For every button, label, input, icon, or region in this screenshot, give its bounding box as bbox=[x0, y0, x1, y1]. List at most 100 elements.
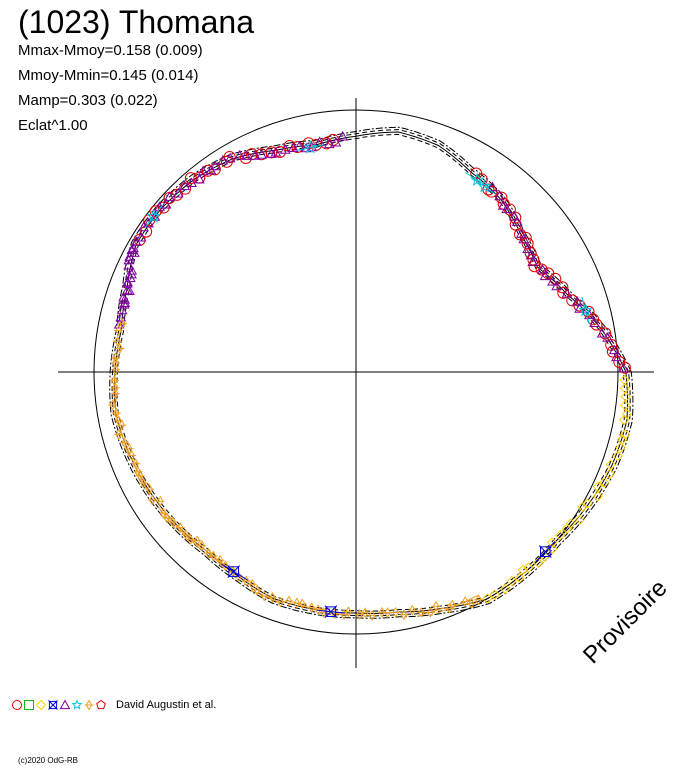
data-point-diamond bbox=[506, 575, 517, 587]
data-point-triangle bbox=[525, 249, 537, 260]
data-point-circle bbox=[521, 237, 534, 250]
data-point-diamond-cross bbox=[297, 598, 307, 610]
data-point-triangle bbox=[194, 173, 205, 184]
error-bar bbox=[119, 429, 130, 457]
data-point-diamond-cross bbox=[110, 357, 120, 369]
legend-symbol-pentagon bbox=[96, 699, 106, 710]
data-point-diamond-cross bbox=[252, 584, 262, 596]
data-point-star bbox=[146, 209, 161, 223]
data-point-diamond-cross bbox=[276, 596, 286, 608]
data-point-circle bbox=[527, 253, 540, 266]
data-point-triangle bbox=[234, 149, 246, 160]
data-point-triangle bbox=[323, 138, 335, 149]
error-bar bbox=[452, 594, 479, 608]
error-bar bbox=[144, 205, 163, 228]
data-point-triangle bbox=[128, 242, 139, 253]
data-point-triangle bbox=[511, 216, 523, 226]
legend-label: David Augustin et al. bbox=[116, 699, 217, 711]
data-point-diamond bbox=[619, 383, 631, 394]
data-point-triangle bbox=[224, 152, 236, 163]
data-point-diamond bbox=[599, 477, 610, 488]
data-point-diamond bbox=[500, 583, 511, 595]
data-point-triangle bbox=[537, 264, 548, 274]
data-point-circle bbox=[265, 146, 278, 159]
data-point-circle bbox=[613, 356, 626, 369]
data-point-diamond bbox=[574, 514, 586, 525]
data-point-diamond bbox=[565, 518, 577, 529]
legend-symbols bbox=[12, 699, 106, 711]
data-point-star bbox=[578, 303, 593, 317]
data-point-diamond-cross bbox=[115, 343, 125, 354]
data-point-diamond-cross bbox=[247, 578, 257, 590]
data-point-circle bbox=[485, 185, 498, 198]
data-point-diamond-cross bbox=[343, 606, 353, 618]
data-point-diamond bbox=[605, 459, 616, 470]
data-point-triangle bbox=[561, 288, 573, 298]
data-point-triangle bbox=[125, 272, 136, 282]
legend: David Augustin et al. bbox=[10, 696, 216, 714]
data-point-triangle bbox=[266, 148, 277, 158]
data-point-triangle bbox=[270, 146, 282, 157]
data-point-triangle bbox=[130, 236, 142, 246]
legend-symbol-circle bbox=[12, 700, 22, 710]
data-point-triangle bbox=[119, 294, 131, 304]
data-point-circle bbox=[566, 294, 579, 307]
data-point-triangle bbox=[197, 165, 209, 176]
data-point-diamond-cross bbox=[111, 364, 121, 376]
error-bar bbox=[221, 563, 246, 580]
data-point-diamond bbox=[592, 481, 604, 493]
data-point-diamond bbox=[619, 374, 630, 386]
data-point-diamond-cross bbox=[416, 606, 426, 618]
data-point-triangle bbox=[126, 265, 138, 275]
data-point-triangle bbox=[494, 190, 505, 201]
data-point-triangle bbox=[337, 130, 348, 141]
data-point-triangle bbox=[143, 217, 154, 228]
error-bar bbox=[296, 144, 325, 151]
data-point-diamond-cross bbox=[383, 607, 393, 619]
data-point-triangle bbox=[122, 284, 133, 295]
data-point-triangle bbox=[115, 311, 127, 322]
data-point-diamond bbox=[620, 391, 631, 402]
data-point-diamond-cross bbox=[175, 522, 185, 533]
data-point-diamond bbox=[604, 468, 616, 480]
data-point-diamond bbox=[546, 537, 558, 548]
data-point-diamond-cross bbox=[391, 606, 401, 618]
chart-title: (1023) Thomana bbox=[18, 4, 254, 40]
stat-mmax-mmoy: Mmax-Mmoy=0.158 (0.009) bbox=[18, 42, 203, 59]
data-point-diamond bbox=[619, 429, 631, 440]
data-point-triangle bbox=[551, 280, 562, 291]
data-point-diamond-cross bbox=[399, 609, 409, 621]
data-point-triangle bbox=[123, 259, 135, 270]
data-point-diamond bbox=[621, 408, 633, 420]
data-point-triangle bbox=[618, 362, 629, 373]
data-point-diamond-cross bbox=[127, 449, 137, 461]
error-bar bbox=[417, 607, 445, 617]
data-point-triangle bbox=[160, 198, 172, 209]
legend-symbol-diamond bbox=[35, 699, 47, 711]
data-point-diamond-cross bbox=[360, 607, 370, 619]
data-point-diamond-cross bbox=[197, 540, 207, 552]
data-point-diamond bbox=[517, 564, 529, 575]
data-point-triangle bbox=[501, 203, 512, 214]
data-point-diamond-cross bbox=[466, 598, 476, 610]
data-point-diamond-cross bbox=[155, 495, 165, 507]
data-point-triangle bbox=[240, 150, 252, 160]
data-point-triangle bbox=[172, 187, 184, 198]
data-point-triangle bbox=[186, 177, 197, 188]
data-point-diamond bbox=[514, 572, 525, 584]
reference-circle bbox=[93, 109, 619, 635]
data-point-triangle bbox=[287, 142, 299, 153]
data-point-diamond bbox=[582, 498, 593, 509]
data-point-diamond bbox=[619, 400, 631, 411]
data-point-triangle bbox=[608, 344, 620, 355]
data-point-diamond bbox=[523, 562, 534, 573]
data-point-circle bbox=[255, 148, 268, 161]
data-point-triangle bbox=[487, 181, 498, 192]
data-point-diamond bbox=[489, 589, 500, 600]
data-point-triangle bbox=[129, 247, 140, 257]
legend-symbol-star bbox=[71, 699, 83, 710]
data-point-diamond-cross bbox=[145, 483, 155, 495]
data-point-diamond-cross bbox=[114, 324, 124, 336]
data-point-diamond bbox=[592, 491, 604, 502]
